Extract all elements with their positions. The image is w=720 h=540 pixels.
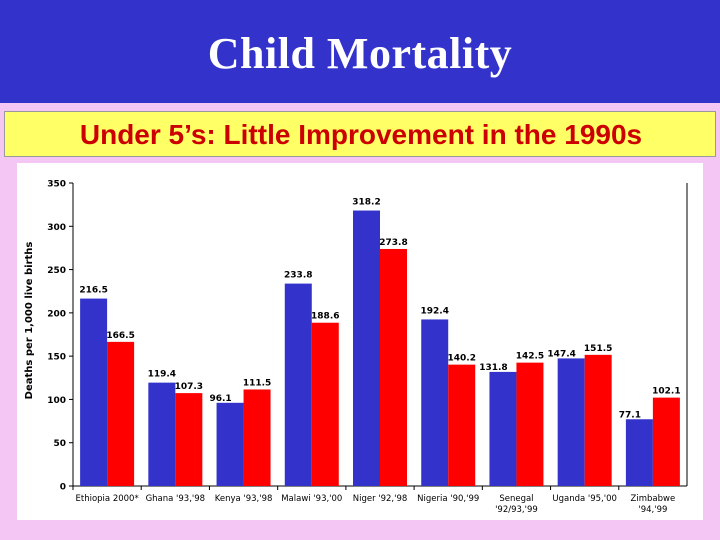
x-tick-label: Kenya '93,'98 xyxy=(215,494,273,504)
data-label-series-2: 142.5 xyxy=(516,352,544,362)
bar-series-2 xyxy=(243,389,271,486)
chart-panel: Deaths per 1,000 live births 0 50 100 150 200… xyxy=(17,163,703,520)
data-label-series-2: 166.5 xyxy=(106,331,134,341)
y-axis-title: Deaths per 1,000 live births xyxy=(24,242,35,400)
x-tick-label: Niger '92,'98 xyxy=(353,494,408,504)
x-tick-label: '92/93,'99 xyxy=(495,505,538,515)
slide-title: Child Mortality xyxy=(207,29,513,78)
bar-series-1 xyxy=(80,298,108,486)
bar-series-2 xyxy=(175,393,203,486)
data-label-series-2: 111.5 xyxy=(243,378,271,388)
y-tick-label: 300 xyxy=(47,223,66,233)
x-tick-label: Senegal xyxy=(499,494,533,504)
bar-series-1 xyxy=(489,371,517,486)
y-tick-label: 100 xyxy=(47,396,66,406)
x-tick-label: Nigeria '90,'99 xyxy=(417,494,479,504)
bar-series-2 xyxy=(311,322,339,486)
y-tick-label: 150 xyxy=(47,353,66,363)
x-tick-label: Ethiopia 2000* xyxy=(76,494,139,504)
data-label-series-1: 216.5 xyxy=(79,286,107,296)
bar-series-2 xyxy=(652,397,680,486)
subtitle-banner: Under 5’s: Little Improvement in the 199… xyxy=(4,111,716,157)
data-label-series-1: 131.8 xyxy=(479,363,507,373)
bar-series-2 xyxy=(107,341,135,486)
data-label-series-1: 318.2 xyxy=(352,198,380,208)
data-label-series-2: 102.1 xyxy=(652,387,680,397)
y-tick-label: 50 xyxy=(53,439,66,449)
data-label-series-2: 107.3 xyxy=(175,382,203,392)
data-label-series-1: 147.4 xyxy=(547,349,575,359)
x-tick-label: Malawi '93,'00 xyxy=(281,494,342,504)
title-banner: Child Mortality xyxy=(0,0,720,103)
data-label-series-1: 233.8 xyxy=(284,271,312,281)
bar-series-1 xyxy=(557,358,585,486)
data-label-series-2: 151.5 xyxy=(584,344,612,354)
data-label-series-1: 192.4 xyxy=(420,306,448,316)
x-tick-label: '94,'99 xyxy=(638,505,667,515)
bar-series-1 xyxy=(284,283,312,486)
y-tick-label: 0 xyxy=(60,483,66,493)
data-label-series-1: 96.1 xyxy=(209,394,231,404)
x-tick-label: Uganda '95,'00 xyxy=(552,494,617,504)
data-label-series-1: 119.4 xyxy=(148,370,176,380)
bar-series-1 xyxy=(216,402,244,486)
x-tick-label: Zimbabwe xyxy=(631,494,676,504)
x-tick-label: Ghana '93,'98 xyxy=(146,494,206,504)
bar-chart: Deaths per 1,000 live births 0 50 100 150 200… xyxy=(24,180,688,515)
data-label-series-2: 188.6 xyxy=(311,312,339,322)
bar-series-1 xyxy=(148,382,176,486)
bar-series-2 xyxy=(448,364,476,486)
bar-series-1 xyxy=(421,319,449,486)
bar-series-2 xyxy=(380,248,407,486)
bar-series-2 xyxy=(584,354,612,486)
y-tick-label: 200 xyxy=(47,309,66,319)
y-tick-label: 350 xyxy=(47,180,66,190)
bar-series-2 xyxy=(516,362,544,486)
y-tick-label: 250 xyxy=(47,266,66,276)
bar-series-1 xyxy=(625,419,653,486)
data-label-series-2: 140.2 xyxy=(447,354,475,364)
data-label-series-1: 77.1 xyxy=(619,410,641,420)
data-label-series-2: 273.8 xyxy=(379,238,407,248)
bar-series-1 xyxy=(353,210,380,486)
slide-subtitle: Under 5’s: Little Improvement in the 199… xyxy=(79,119,643,150)
